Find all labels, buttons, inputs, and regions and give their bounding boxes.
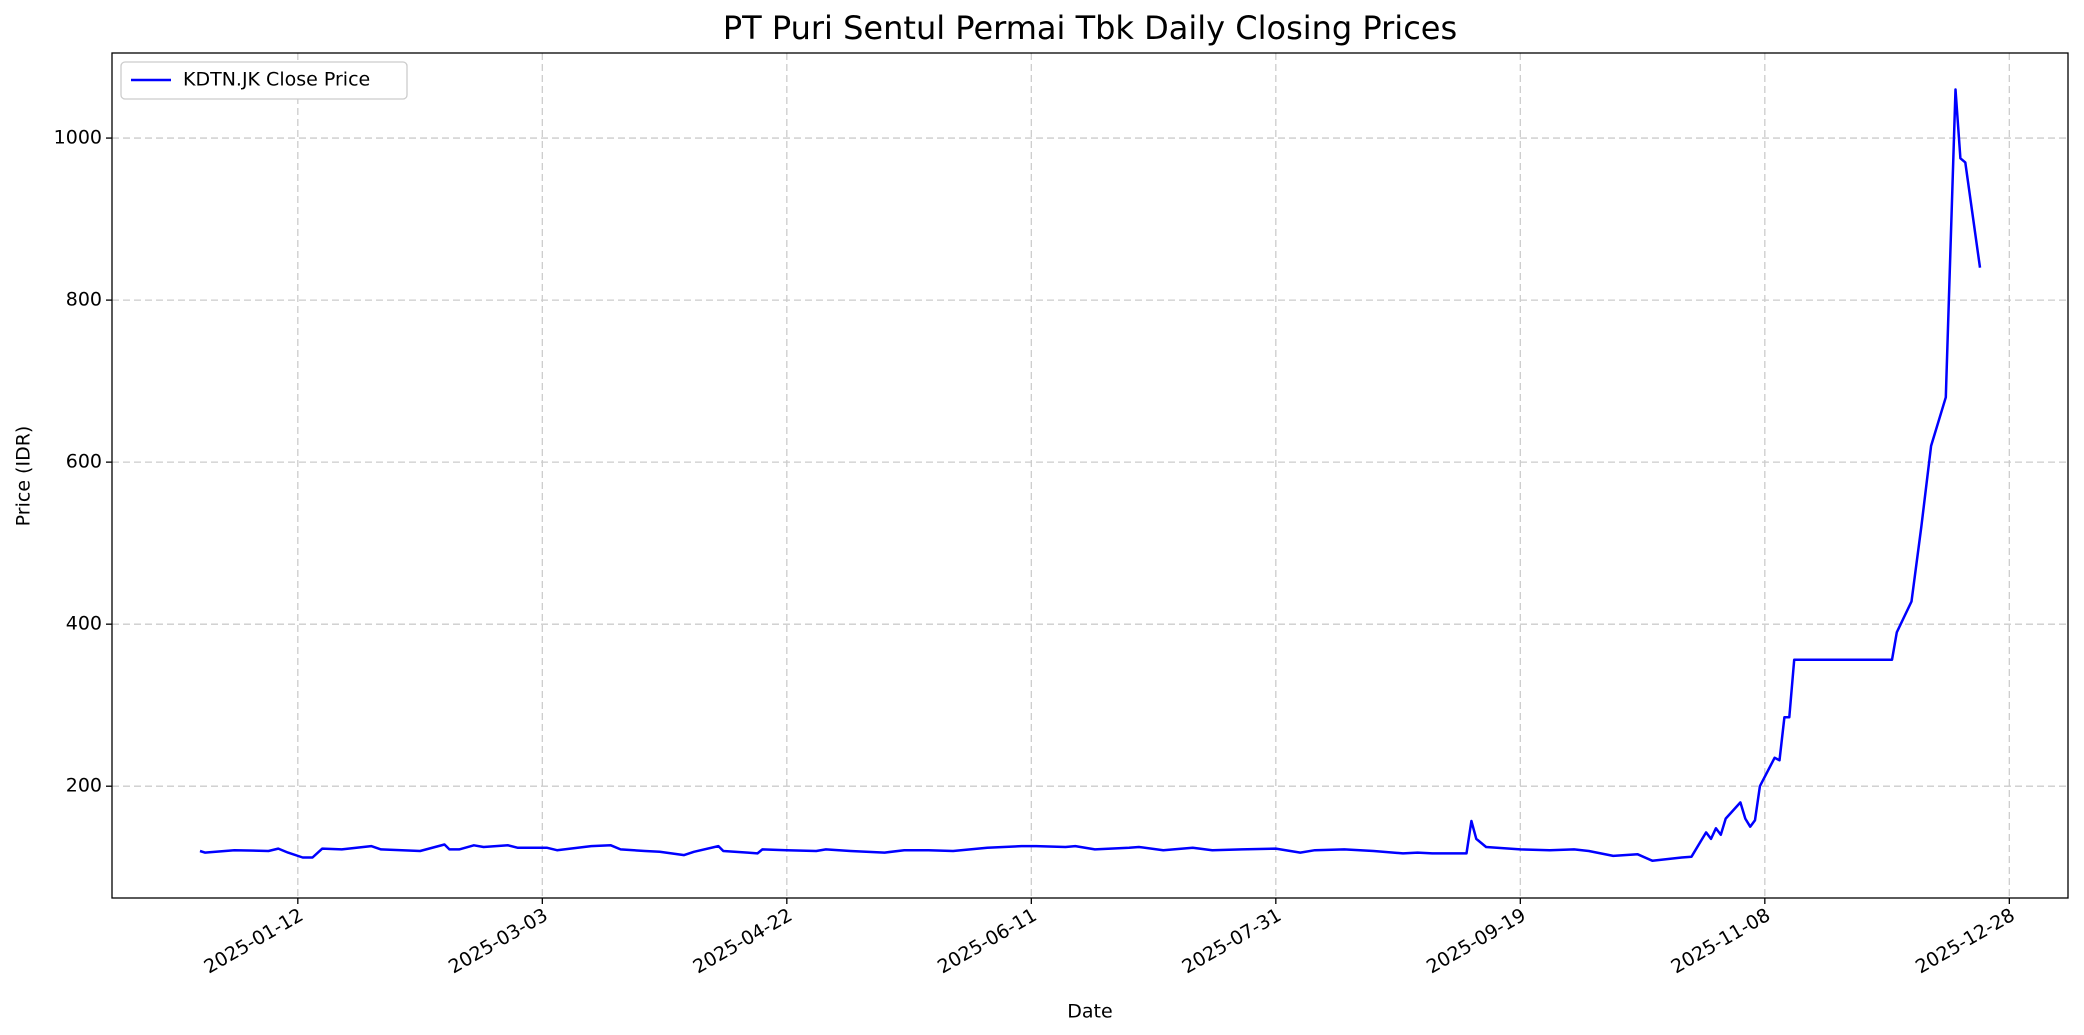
x-tick-label: 2025-11-08 <box>1667 904 1774 978</box>
y-tick-label: 400 <box>66 613 102 635</box>
x-tick-label: 2025-04-22 <box>689 904 796 978</box>
y-axis-label: Price (IDR) <box>13 426 35 527</box>
x-axis-label: Date <box>1067 1001 1112 1023</box>
price-line <box>199 88 1982 862</box>
y-tick-label: 1000 <box>54 127 102 149</box>
y-tick-label: 200 <box>66 775 102 797</box>
legend-label: KDTN.JK Close Price <box>183 69 370 91</box>
x-tick-label: 2025-01-12 <box>200 904 307 978</box>
y-tick-label: 800 <box>66 289 102 311</box>
chart-title: PT Puri Sentul Permai Tbk Daily Closing … <box>723 9 1457 47</box>
y-tick-label: 600 <box>66 451 102 473</box>
x-tick-label: 2025-09-19 <box>1423 904 1530 978</box>
x-tick-label: 2025-12-28 <box>1912 904 2019 978</box>
x-tick-label: 2025-06-11 <box>934 904 1041 978</box>
plot-frame <box>111 52 2069 899</box>
legend-box <box>120 61 408 100</box>
x-tick-label: 2025-07-31 <box>1178 904 1285 978</box>
x-tick-label: 2025-03-03 <box>445 904 552 978</box>
